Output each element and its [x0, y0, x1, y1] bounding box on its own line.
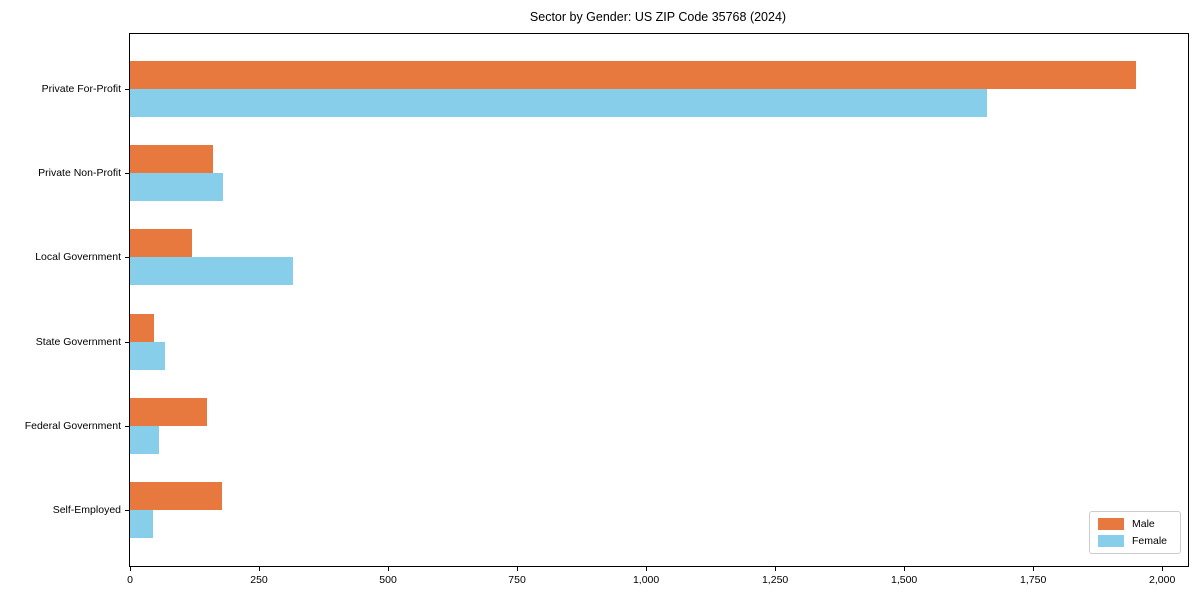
- legend-label-male: Male: [1132, 518, 1155, 530]
- bar-male-private-for-profit: [130, 61, 1137, 89]
- bar-female-private-for-profit: [130, 89, 987, 117]
- bar-female-self-employed: [130, 510, 154, 538]
- x-tick-mark: [904, 566, 906, 571]
- y-tick-mark: [125, 173, 130, 175]
- chart-title: Sector by Gender: US ZIP Code 35768 (202…: [529, 10, 787, 24]
- x-tick-mark: [775, 566, 777, 571]
- x-tick-mark: [517, 566, 519, 571]
- x-tick-mark: [1033, 566, 1035, 571]
- bar-female-private-non-profit: [130, 173, 223, 202]
- x-tick-label: 0: [127, 574, 133, 586]
- y-tick-label: Self-Employed: [52, 504, 121, 516]
- legend-label-female: Female: [1132, 535, 1168, 547]
- x-tick-label: 500: [379, 574, 397, 586]
- x-tick-label: 1,750: [1020, 574, 1047, 586]
- x-tick-mark: [646, 566, 648, 571]
- y-tick-mark: [125, 425, 130, 427]
- x-tick-mark: [130, 566, 131, 571]
- x-tick-mark: [259, 566, 261, 571]
- y-tick-mark: [125, 341, 130, 343]
- y-tick-label: Local Government: [35, 251, 121, 264]
- legend-item-male: Male: [1098, 518, 1172, 530]
- x-tick-label: 2,000: [1149, 574, 1176, 586]
- legend-swatch-female: [1098, 535, 1124, 547]
- y-tick-label: State Government: [35, 335, 121, 348]
- y-tick-mark: [125, 89, 130, 90]
- y-tick-mark: [125, 510, 130, 511]
- y-tick-label: Private Non-Profit: [38, 167, 121, 180]
- x-tick-label: 1,500: [891, 574, 918, 586]
- legend-swatch-male: [1098, 518, 1124, 530]
- bar-male-private-non-profit: [130, 145, 213, 174]
- y-tick-label: Private For-Profit: [41, 83, 121, 95]
- x-tick-label: 250: [250, 574, 268, 586]
- x-tick-mark: [1162, 566, 1164, 571]
- y-tick-mark: [125, 257, 130, 259]
- plot-area: Male Female Private For-Profit Private No…: [25, 33, 1189, 586]
- x-tick-label: 1,250: [761, 574, 789, 586]
- bar-male-self-employed: [130, 482, 222, 510]
- bar-female-local-government: [130, 257, 293, 286]
- bar-male-federal-government: [130, 397, 208, 426]
- x-tick-label: 750: [508, 574, 526, 586]
- y-tick-label: Federal Government: [24, 419, 121, 432]
- x-tick-mark: [388, 566, 390, 571]
- x-tick-label: 1,000: [632, 574, 660, 586]
- legend: Male Female: [1089, 511, 1181, 554]
- legend-item-female: Female: [1098, 535, 1172, 547]
- bar-male-local-government: [130, 229, 192, 258]
- bar-female-state-government: [130, 341, 165, 370]
- bar-male-state-government: [130, 313, 154, 342]
- bar-female-federal-government: [130, 425, 160, 454]
